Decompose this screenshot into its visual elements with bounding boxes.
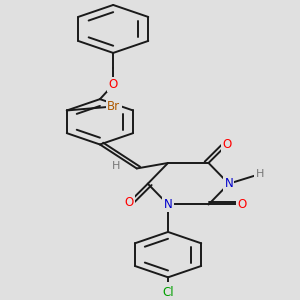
Text: O: O (237, 198, 246, 211)
Text: N: N (164, 198, 172, 211)
Text: Br: Br (107, 100, 120, 113)
Text: O: O (222, 138, 232, 151)
Text: O: O (125, 196, 134, 208)
Text: H: H (112, 161, 120, 171)
Text: H: H (256, 169, 264, 179)
Text: O: O (109, 78, 118, 91)
Text: Cl: Cl (162, 286, 174, 299)
Text: N: N (224, 177, 233, 190)
